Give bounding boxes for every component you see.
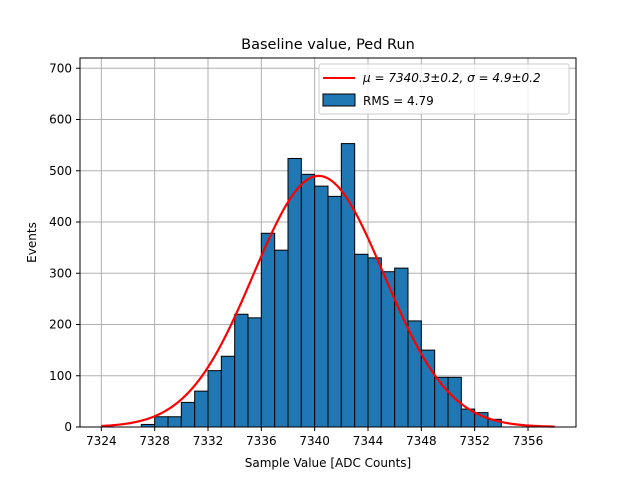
y-tick-label: 100 — [49, 369, 72, 383]
gaussian-fit-line — [101, 174, 555, 428]
histogram-bar — [274, 249, 289, 428]
histogram-bar — [154, 416, 169, 428]
histogram-bar — [207, 370, 222, 428]
histogram-bar — [180, 401, 196, 428]
histogram-bar — [420, 349, 436, 428]
x-tick-label: 7332 — [193, 434, 224, 448]
x-tick-label: 7352 — [459, 434, 490, 448]
histogram-bar — [407, 320, 422, 428]
chart-title: Baseline value, Ped Run — [241, 37, 415, 53]
histogram-bars — [140, 143, 502, 428]
x-tick-label: 7356 — [513, 434, 544, 448]
y-tick-label: 200 — [49, 318, 72, 332]
x-axis-label: Sample Value [ADC Counts] — [245, 456, 411, 470]
histogram-bar — [340, 143, 356, 428]
histogram-bar — [220, 355, 236, 428]
histogram-bar — [247, 317, 262, 428]
legend-histogram-swatch — [322, 93, 356, 107]
y-tick-label: 700 — [49, 61, 72, 75]
y-tick-label: 500 — [49, 164, 72, 178]
histogram-bar — [367, 257, 382, 428]
x-tick-label: 7348 — [406, 434, 437, 448]
x-tick-label: 7336 — [246, 434, 277, 448]
x-tick-label: 7324 — [86, 434, 117, 448]
histogram-bar — [167, 416, 182, 428]
legend-box — [318, 63, 570, 115]
legend: μ = 7340.3±0.2, σ = 4.9±0.2 RMS = 4.79 — [318, 63, 570, 115]
histogram-bar — [327, 195, 342, 428]
legend-histogram-label: RMS = 4.79 — [363, 94, 434, 108]
histogram-bar — [354, 253, 369, 428]
y-tick-label: 0 — [64, 420, 72, 434]
x-tick-label: 7328 — [139, 434, 170, 448]
histogram-bar — [314, 185, 329, 428]
axis-ticks: 7324 7328 7332 7336 7340 7344 7348 7352 7356 0 100… — [49, 61, 543, 448]
histogram-bar — [300, 173, 316, 428]
y-axis-label: Events — [25, 222, 39, 263]
y-tick-label: 400 — [49, 215, 72, 229]
histogram-bar — [394, 267, 409, 428]
histogram-bar — [234, 313, 249, 428]
fit-curve-layer — [101, 174, 555, 428]
y-tick-label: 300 — [49, 266, 72, 280]
plot-frame — [79, 57, 577, 428]
x-tick-label: 7340 — [299, 434, 330, 448]
legend-fit-label: μ = 7340.3±0.2, σ = 4.9±0.2 — [362, 71, 541, 85]
x-tick-label: 7344 — [353, 434, 384, 448]
y-tick-label: 600 — [49, 113, 72, 127]
histogram-bar — [260, 232, 276, 428]
histogram-bar — [194, 390, 209, 428]
